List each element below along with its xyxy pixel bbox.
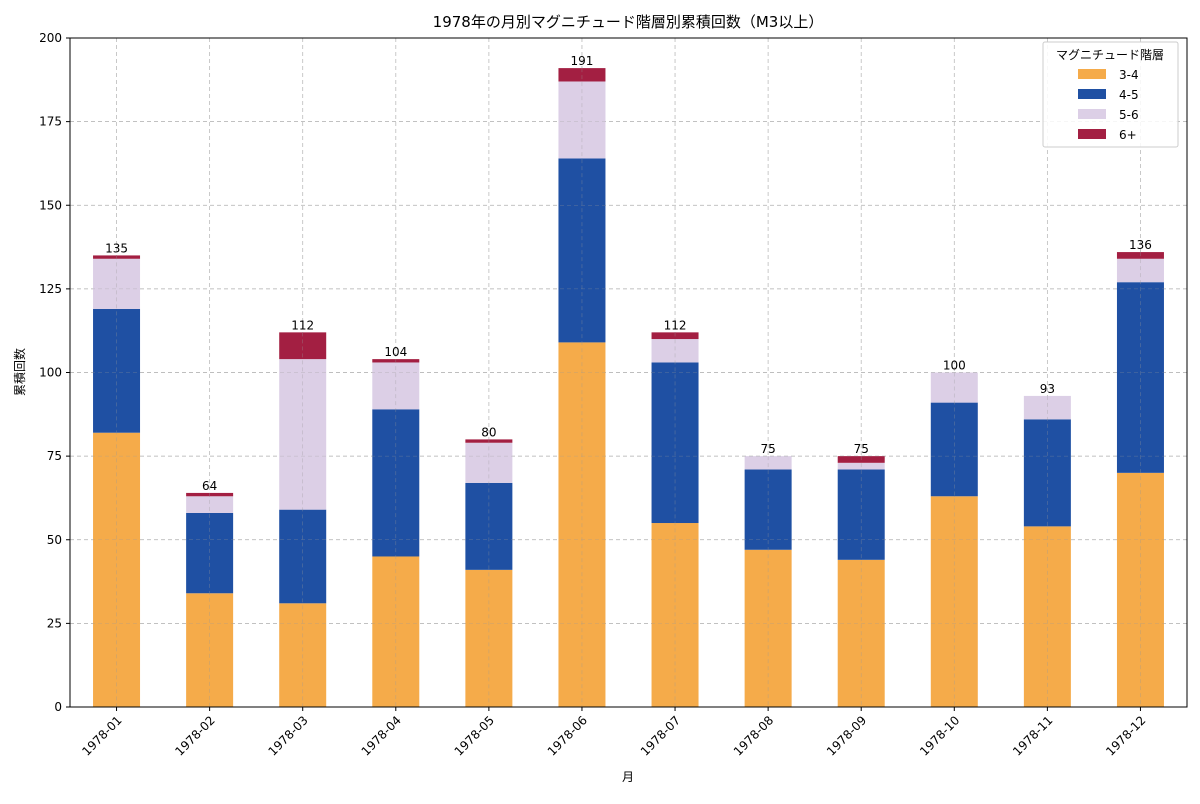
y-tick-label: 125 xyxy=(39,282,62,296)
bar-segment-3-4 xyxy=(930,496,978,707)
legend-swatch-3-4 xyxy=(1078,69,1106,79)
y-tick-label: 0 xyxy=(54,700,62,714)
bar-segment-4-5 xyxy=(372,409,420,557)
bar-segment-4-5 xyxy=(186,512,234,594)
y-tick-label: 100 xyxy=(39,366,62,380)
x-tick-label: 1978-05 xyxy=(452,713,497,758)
total-label: 64 xyxy=(202,479,217,493)
bar-segment-5-6 xyxy=(1023,395,1071,420)
x-tick-label: 1978-03 xyxy=(265,713,310,758)
chart-title: 1978年の月別マグニチュード階層別累積回数（M3以上） xyxy=(433,13,824,31)
legend-swatch-4-5 xyxy=(1078,89,1106,99)
bar-segment-5-6 xyxy=(1116,258,1164,283)
bar-segment-4-5 xyxy=(1116,282,1164,473)
y-tick-label: 200 xyxy=(39,31,62,45)
x-tick-label: 1978-04 xyxy=(359,713,404,758)
y-axis-label: 累積回数 xyxy=(12,348,27,396)
bar-segment-5-6 xyxy=(186,496,234,513)
legend-label: 3-4 xyxy=(1119,68,1139,82)
x-tick-label: 1978-09 xyxy=(824,713,869,758)
x-tick-label: 1978-12 xyxy=(1103,713,1148,758)
bar-segment-6+ xyxy=(558,68,606,82)
legend-title: マグニチュード階層 xyxy=(1056,47,1164,62)
y-tick-label: 50 xyxy=(47,533,62,547)
y-tick-label: 75 xyxy=(47,449,62,463)
total-label: 75 xyxy=(854,442,869,456)
total-label: 93 xyxy=(1040,382,1055,396)
bar-segment-5-6 xyxy=(651,339,699,363)
bar-segment-4-5 xyxy=(651,362,699,524)
legend-frame xyxy=(1042,41,1179,148)
legend-label: 6+ xyxy=(1119,128,1137,142)
y-tick-label: 175 xyxy=(39,115,62,129)
total-label: 191 xyxy=(571,54,594,68)
x-tick-label: 1978-07 xyxy=(638,713,683,758)
total-label: 100 xyxy=(943,359,966,373)
y-tick-label: 25 xyxy=(47,616,62,630)
legend-swatch-5-6 xyxy=(1078,109,1106,119)
legend-label: 4-5 xyxy=(1119,88,1139,102)
plot-frame xyxy=(69,37,1188,708)
legend: マグニチュード階層 3-4 4-5 5-6 6+ xyxy=(1042,41,1179,148)
bar-segment-4-5 xyxy=(744,469,792,550)
total-label: 135 xyxy=(105,241,128,255)
bar-segment-3-4 xyxy=(93,432,141,707)
total-label: 75 xyxy=(760,442,775,456)
legend-swatch-6+ xyxy=(1078,129,1106,139)
x-tick-label: 1978-02 xyxy=(172,713,217,758)
total-label: 80 xyxy=(481,425,496,439)
bar-segment-5-6 xyxy=(744,456,792,470)
x-tick-label: 1978-01 xyxy=(79,713,124,758)
x-tick-label: 1978-08 xyxy=(731,713,776,758)
y-tick-label: 150 xyxy=(39,198,62,212)
total-label: 136 xyxy=(1129,238,1152,252)
total-label: 112 xyxy=(664,318,687,332)
legend-label: 5-6 xyxy=(1119,108,1139,122)
x-tick-label: 1978-06 xyxy=(545,713,590,758)
x-axis-label: 月 xyxy=(622,770,634,784)
x-tick-label: 1978-11 xyxy=(1010,713,1055,758)
total-label: 112 xyxy=(291,318,314,332)
x-tick-label: 1978-10 xyxy=(917,713,962,758)
total-label: 104 xyxy=(384,345,407,359)
